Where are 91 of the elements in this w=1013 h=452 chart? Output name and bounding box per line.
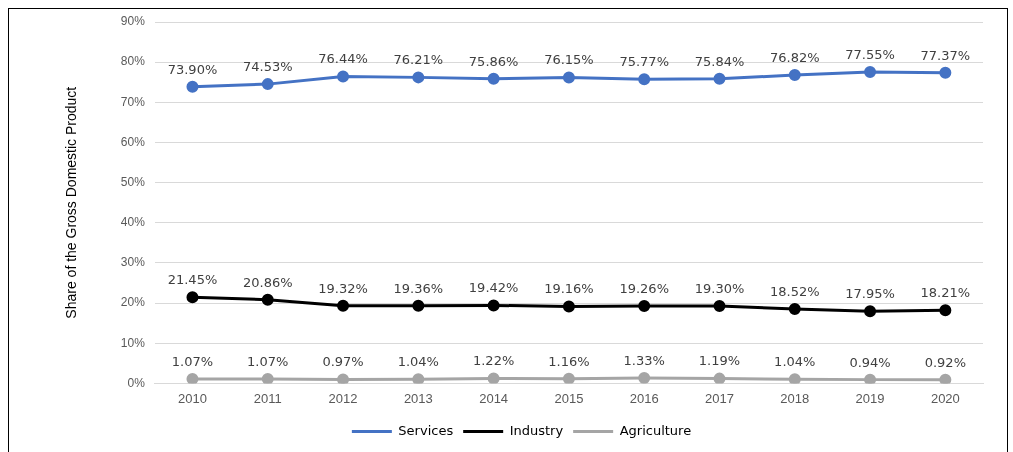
data-label: 21.45% xyxy=(167,272,218,288)
data-label: 0.94% xyxy=(849,354,891,370)
point xyxy=(939,66,952,79)
x-tick-label: 2012 xyxy=(328,390,358,406)
point xyxy=(864,65,877,78)
y-tick-label: 40% xyxy=(120,215,146,230)
y-tick-label: 30% xyxy=(120,255,146,270)
point xyxy=(487,372,500,384)
point xyxy=(412,299,425,312)
point xyxy=(562,71,575,84)
data-label: 0.92% xyxy=(924,354,967,370)
data-label: 19.32% xyxy=(318,280,368,296)
data-label: 77.55% xyxy=(845,46,895,62)
data-label: 18.52% xyxy=(769,283,820,299)
y-tick-label: 20% xyxy=(120,295,146,310)
data-label: 75.77% xyxy=(619,54,669,70)
y-axis-title: Share of the Gross Domestic Product xyxy=(63,86,80,319)
point xyxy=(638,300,651,313)
point xyxy=(337,70,350,83)
data-label: 73.90% xyxy=(167,61,218,77)
legend-label: Services xyxy=(398,422,454,438)
data-label: 19.36% xyxy=(393,280,444,296)
point xyxy=(487,299,500,312)
x-tick-label: 2017 xyxy=(705,390,734,406)
data-label: 75.86% xyxy=(468,53,519,69)
legend-label: Agriculture xyxy=(619,422,692,438)
data-label: 74.53% xyxy=(242,59,293,74)
data-label: 77.37% xyxy=(920,47,971,63)
data-label: 1.33% xyxy=(623,352,665,368)
point xyxy=(186,80,199,93)
point xyxy=(261,78,274,91)
data-label: 1.16% xyxy=(548,353,590,369)
data-label: 0.97% xyxy=(322,354,364,370)
data-label: 19.30% xyxy=(694,280,745,296)
data-label: 1.07% xyxy=(247,353,289,369)
point xyxy=(186,291,199,304)
point xyxy=(638,73,651,86)
point xyxy=(261,373,274,384)
point xyxy=(939,304,952,317)
data-label: 1.07% xyxy=(171,353,214,369)
data-label: 1.19% xyxy=(698,353,741,369)
x-tick-label: 2016 xyxy=(629,390,659,406)
y-tick-label: 80% xyxy=(120,54,146,69)
point xyxy=(788,68,801,81)
point xyxy=(562,372,575,384)
y-tick-label: 0% xyxy=(127,375,146,390)
data-label: 76.15% xyxy=(544,52,594,68)
data-label: 17.95% xyxy=(845,286,895,302)
y-tick-label: 60% xyxy=(120,134,146,149)
data-label: 76.21% xyxy=(393,52,444,68)
point xyxy=(337,373,350,384)
y-tick-label: 90% xyxy=(120,14,146,29)
data-label: 19.26% xyxy=(619,280,669,296)
point xyxy=(337,299,350,312)
point xyxy=(788,373,801,384)
data-label: 76.44% xyxy=(318,51,368,67)
point xyxy=(788,303,801,316)
point xyxy=(186,373,199,384)
point xyxy=(713,72,726,85)
y-tick-label: 10% xyxy=(120,335,146,350)
point xyxy=(713,299,726,312)
data-label: 19.16% xyxy=(544,281,594,297)
point xyxy=(939,373,952,384)
x-tick-label: 2019 xyxy=(855,390,885,406)
data-label: 1.04% xyxy=(397,354,439,370)
data-label: 76.82% xyxy=(769,49,820,65)
x-tick-label: 2018 xyxy=(780,390,810,406)
point xyxy=(487,72,500,85)
legend-label: Industry xyxy=(509,422,564,438)
data-label: 19.42% xyxy=(468,280,519,296)
point xyxy=(412,71,425,84)
point xyxy=(412,373,425,384)
data-label: 20.86% xyxy=(242,274,293,290)
data-label: 18.21% xyxy=(920,285,971,301)
point xyxy=(261,293,274,306)
x-tick-label: 2015 xyxy=(554,390,584,406)
x-tick-label: 2011 xyxy=(253,390,282,406)
data-label: 75.84% xyxy=(694,53,745,69)
point xyxy=(562,300,575,313)
y-tick-label: 70% xyxy=(120,94,146,109)
data-label: 1.04% xyxy=(774,354,816,370)
x-tick-label: 2014 xyxy=(479,390,509,406)
x-tick-label: 2020 xyxy=(930,390,960,406)
x-tick-label: 2013 xyxy=(403,390,433,406)
point xyxy=(864,305,877,318)
point xyxy=(638,372,651,384)
point xyxy=(713,372,726,384)
y-tick-label: 50% xyxy=(120,174,146,189)
x-tick-label: 2010 xyxy=(178,390,207,406)
point xyxy=(864,373,877,384)
data-label: 1.22% xyxy=(472,353,515,369)
